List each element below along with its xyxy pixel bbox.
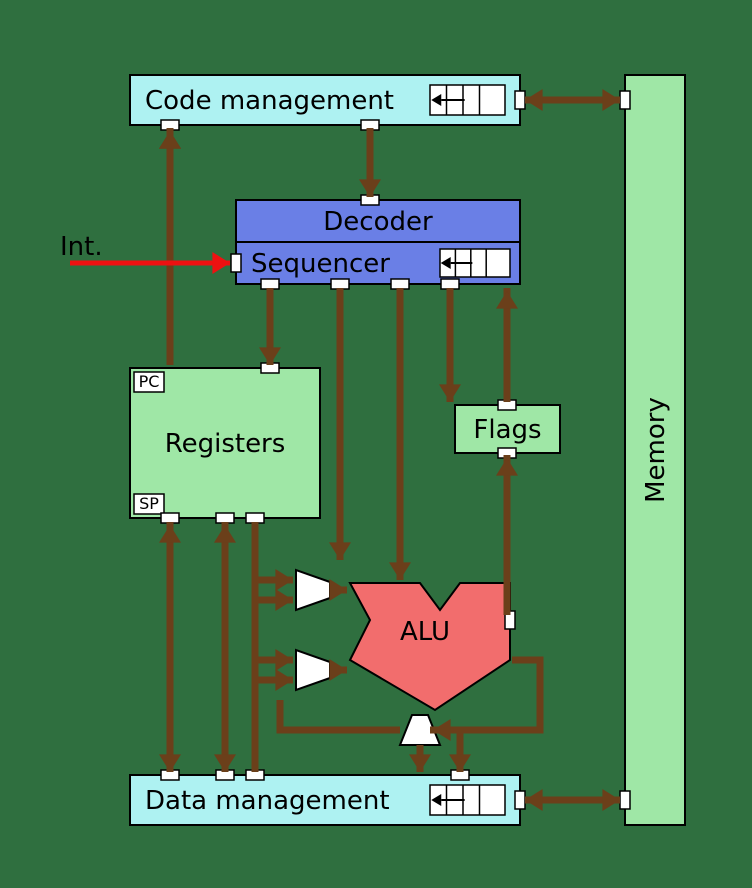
svg-text:Memory: Memory xyxy=(641,397,671,503)
svg-text:Sequencer: Sequencer xyxy=(251,249,390,279)
svg-text:Flags: Flags xyxy=(473,415,541,445)
svg-text:ALU: ALU xyxy=(400,617,450,647)
svg-text:Data management: Data management xyxy=(145,786,390,816)
svg-text:SP: SP xyxy=(139,494,159,513)
svg-text:Int.: Int. xyxy=(60,232,103,262)
svg-text:Code management: Code management xyxy=(145,86,394,116)
svg-text:Registers: Registers xyxy=(165,429,286,459)
svg-text:Decoder: Decoder xyxy=(323,207,433,237)
svg-text:PC: PC xyxy=(139,372,160,391)
